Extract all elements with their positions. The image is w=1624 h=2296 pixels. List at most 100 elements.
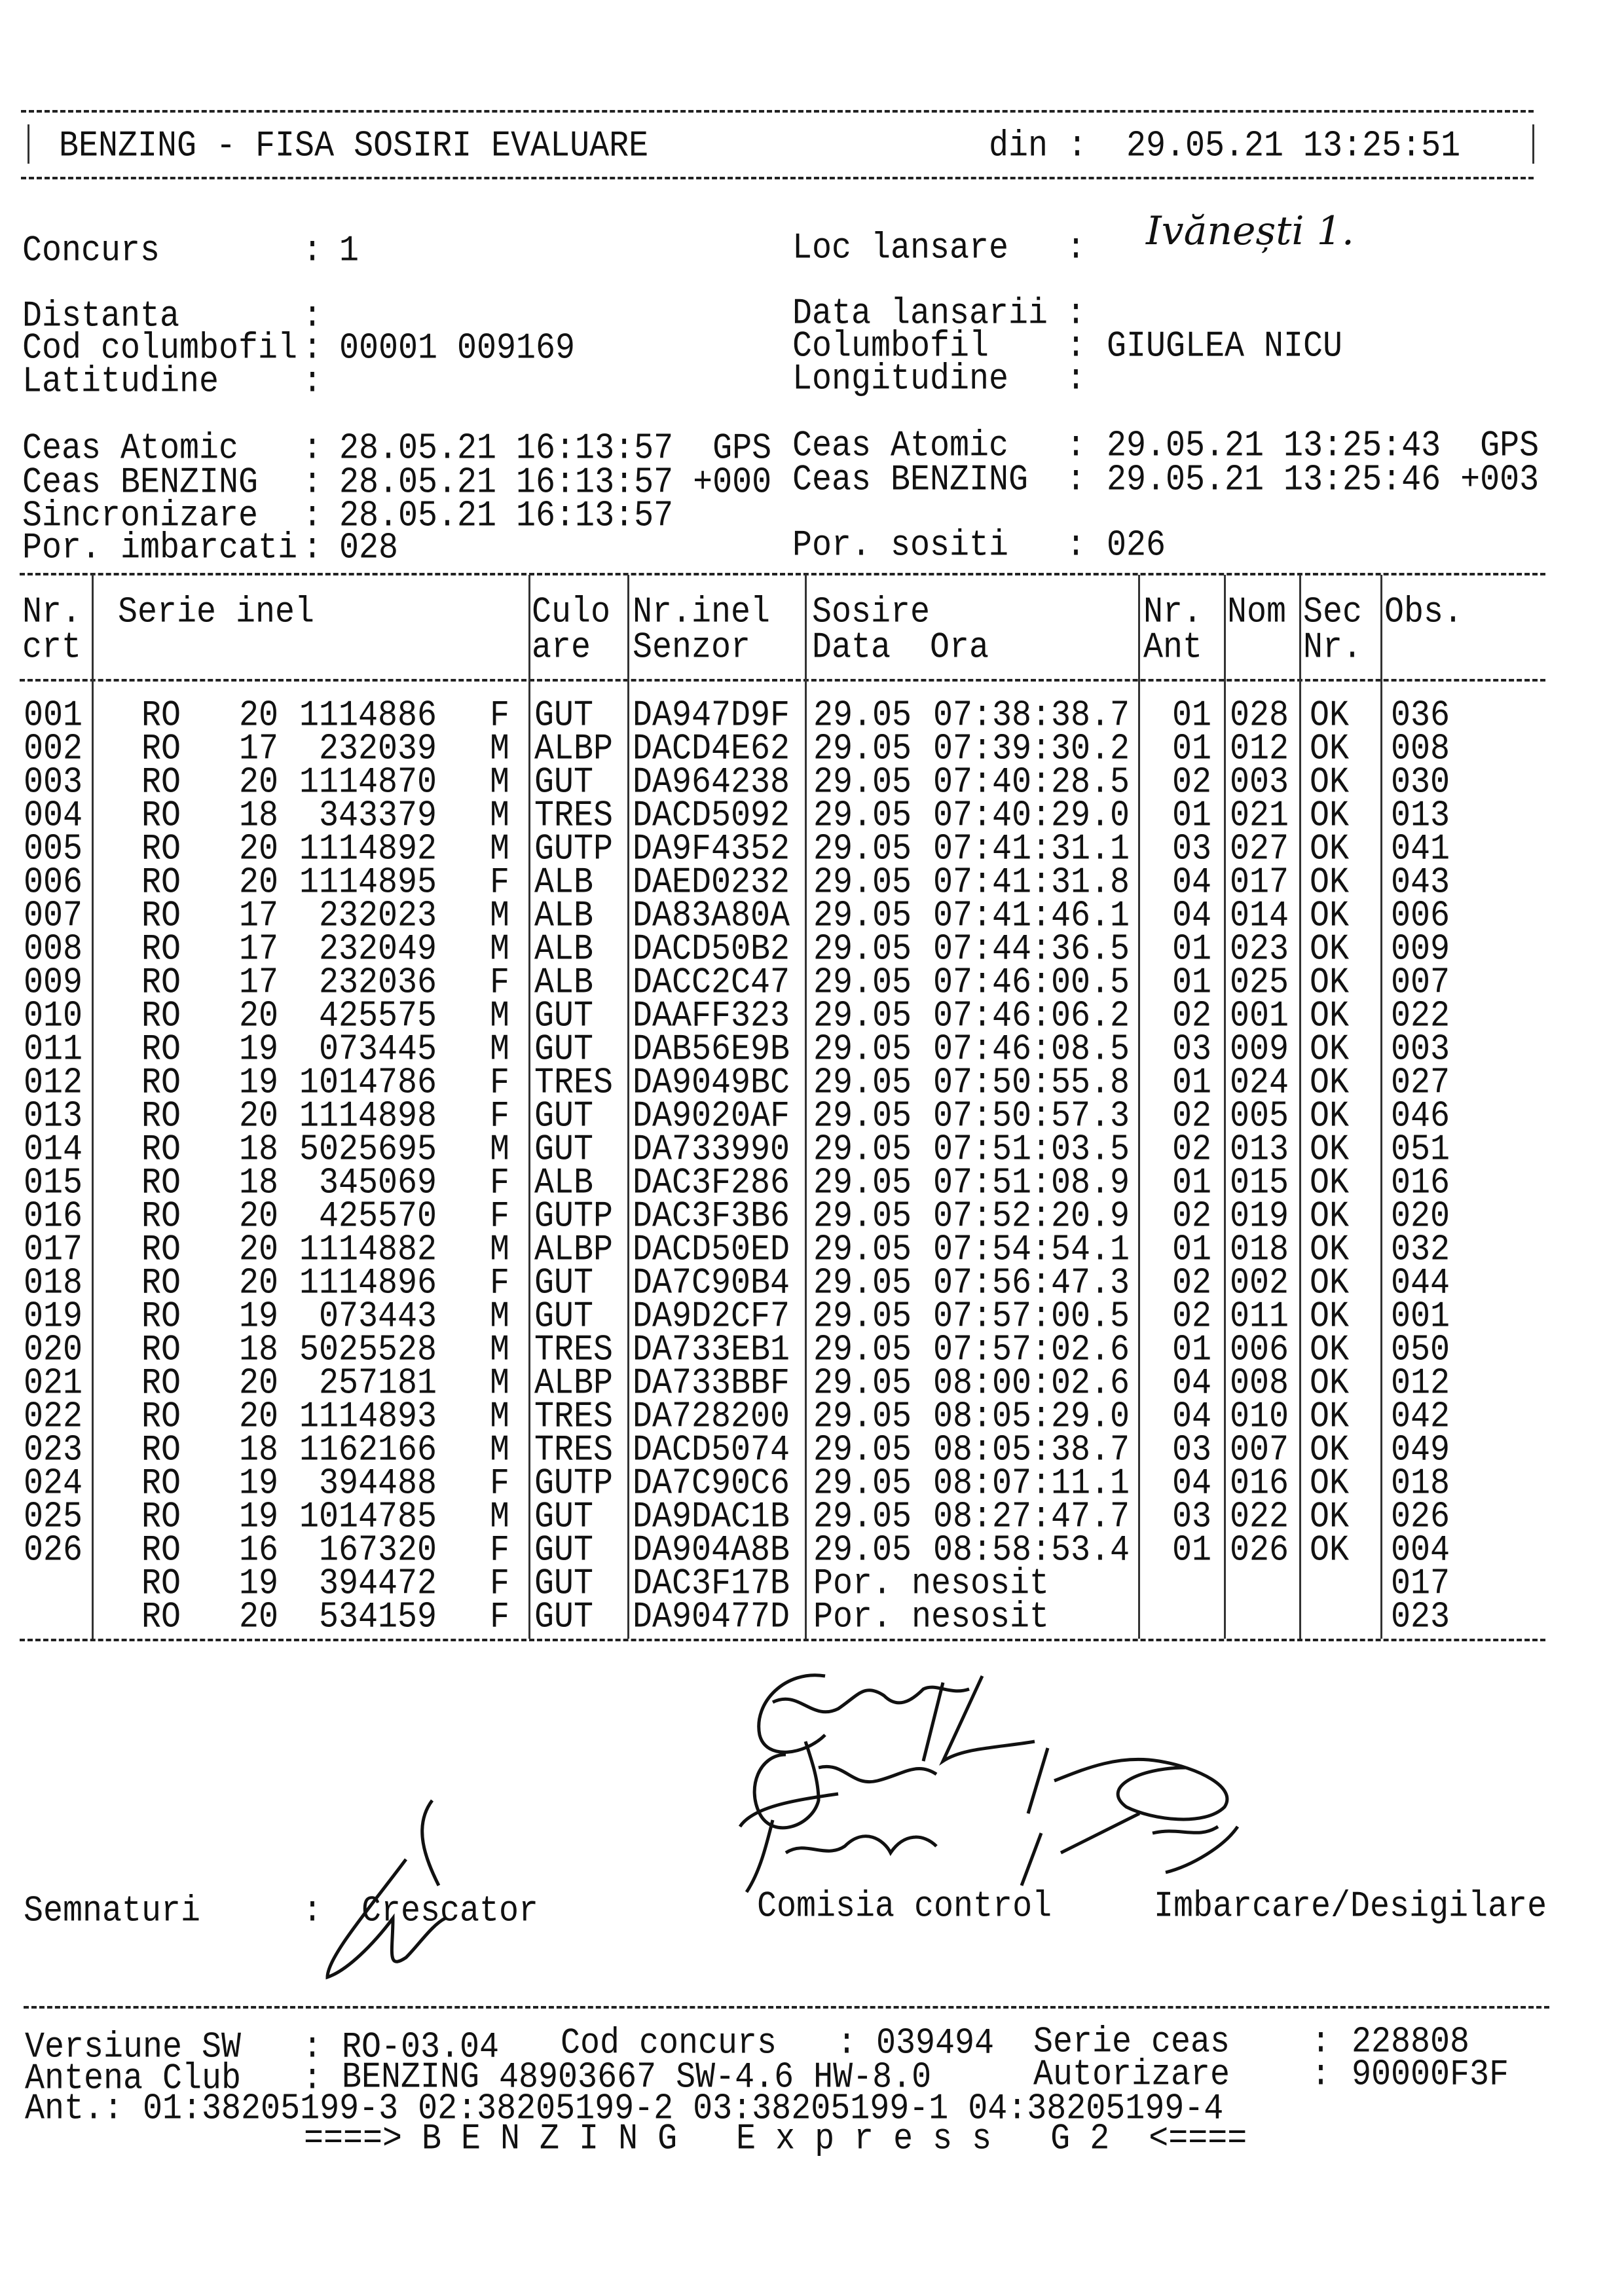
table-cell: 20 [239, 1095, 279, 1138]
table-cell: RO [141, 1596, 181, 1639]
table-cell: DA9DAC1B [633, 1496, 790, 1539]
column-header: Sec [1303, 591, 1363, 634]
table-cell: RO [141, 1463, 181, 1505]
table-cell: M [490, 1129, 510, 1171]
table-cell: 02 [1172, 1129, 1212, 1171]
column-divider [805, 575, 807, 1639]
table-cell: 29.05 [813, 1095, 912, 1138]
table-cell: 08:27:47.7 [933, 1496, 1130, 1539]
table-cell: 29.05 [813, 1396, 912, 1438]
info-label: Data lansarii [792, 293, 1048, 335]
info-label: Concurs [22, 230, 160, 272]
table-cell: 006 [24, 862, 83, 904]
info-label: Sincronizare [22, 495, 259, 538]
table-cell: 02 [1172, 995, 1212, 1038]
handwritten-release-place: Ivănești 1. [1146, 208, 1354, 254]
signature-comisia-control: Comisia control [757, 1886, 1052, 1928]
table-cell: 29.05 [813, 928, 912, 971]
table-cell: 01 [1172, 695, 1212, 737]
table-cell: 20 [239, 1195, 279, 1238]
info-value: 028 [339, 527, 399, 570]
table-cell: M [490, 828, 510, 871]
table-cell: 051 [1391, 1129, 1450, 1171]
table-cell: Por. nesosit [813, 1596, 1050, 1639]
info-value: 00001 009169 [339, 327, 576, 370]
table-cell: 013 [1391, 795, 1450, 837]
table-cell: DACD5092 [633, 795, 790, 837]
table-cell: ALBP [534, 728, 614, 771]
info-colon: : [1066, 325, 1086, 368]
table-cell: RO [141, 1095, 181, 1138]
table-cell: 022 [24, 1396, 83, 1438]
table-cell: OK [1310, 795, 1350, 837]
table-cell: GUTP [534, 1463, 614, 1505]
info-label: Longitudine [792, 358, 1009, 401]
info-colon: : [303, 527, 323, 570]
table-cell: DA733EB1 [633, 1329, 790, 1372]
table-cell: OK [1310, 1262, 1350, 1305]
column-header-sub: Data Ora [812, 627, 989, 669]
table-cell: OK [1310, 828, 1350, 871]
column-header: Culo [532, 591, 611, 634]
info-value: 28.05.21 16:13:57 [339, 495, 674, 538]
table-cell: 003 [1230, 761, 1289, 804]
table-cell: 29.05 [813, 1062, 912, 1104]
info-colon: : [1066, 425, 1086, 467]
table-cell: 08:05:38.7 [933, 1429, 1130, 1472]
table-cell: 036 [1391, 695, 1450, 737]
table-cell: GUT [534, 1262, 594, 1305]
table-cell: 07:41:46.1 [933, 895, 1130, 938]
info-value: 29.05.21 13:25:46 +003 [1107, 459, 1540, 501]
header-top-rule [21, 110, 1534, 113]
print-date-label: din : [989, 125, 1088, 168]
table-cell: 29.05 [813, 1262, 912, 1305]
table-cell: GUT [534, 1529, 594, 1572]
column-header: Nr.inel [633, 591, 771, 634]
table-cell: F [490, 962, 510, 1004]
autorizare-colon: : [1311, 2054, 1331, 2096]
table-cell: DACD50B2 [633, 928, 790, 971]
table-cell: 07:46:00.5 [933, 962, 1130, 1004]
column-divider [528, 575, 530, 1639]
benzing-express-banner: ====> B E N Z I N G E x p r e s s G 2 <=… [304, 2118, 1247, 2160]
table-cell: RO [141, 728, 181, 771]
table-cell: 028 [1230, 695, 1289, 737]
table-cell: F [490, 1095, 510, 1138]
table-cell: RO [141, 1563, 181, 1605]
header-bottom-rule [21, 177, 1534, 179]
table-cell: 001 [24, 695, 83, 737]
table-cell: 04 [1172, 1463, 1212, 1505]
column-divider [1224, 575, 1226, 1639]
table-cell: 07:57:00.5 [933, 1296, 1130, 1338]
table-cell: 19 [239, 1296, 279, 1338]
table-cell: 008 [1230, 1362, 1289, 1405]
info-colon: : [303, 327, 323, 370]
table-cell: 025 [24, 1496, 83, 1539]
info-label: Por. sositi [792, 524, 1009, 567]
table-cell: 07:46:06.2 [933, 995, 1130, 1038]
table-cell: 07:44:36.5 [933, 928, 1130, 971]
table-cell: ALB [534, 895, 594, 938]
info-label: Ceas Atomic [22, 428, 239, 470]
table-cell: OK [1310, 1463, 1350, 1505]
table-cell: M [490, 1362, 510, 1405]
column-header-sub: Senzor [633, 627, 751, 669]
table-cell: 050 [1391, 1329, 1450, 1372]
table-cell: OK [1310, 1062, 1350, 1104]
table-cell: 018 [24, 1262, 83, 1305]
table-cell: 29.05 [813, 1195, 912, 1238]
table-cell: M [490, 995, 510, 1038]
table-cell: 534159 [318, 1596, 437, 1639]
table-cell: 026 [1391, 1496, 1450, 1539]
table-cell: 394488 [318, 1463, 437, 1505]
table-cell: 08:58:53.4 [933, 1529, 1130, 1572]
table-cell: OK [1310, 1396, 1350, 1438]
info-label: Columbofil [792, 325, 989, 368]
table-cell: OK [1310, 761, 1350, 804]
table-cell: F [490, 1262, 510, 1305]
table-cell: OK [1310, 1195, 1350, 1238]
table-cell: OK [1310, 695, 1350, 737]
table-cell: TRES [534, 1429, 614, 1472]
table-cell: 023 [1230, 928, 1289, 971]
